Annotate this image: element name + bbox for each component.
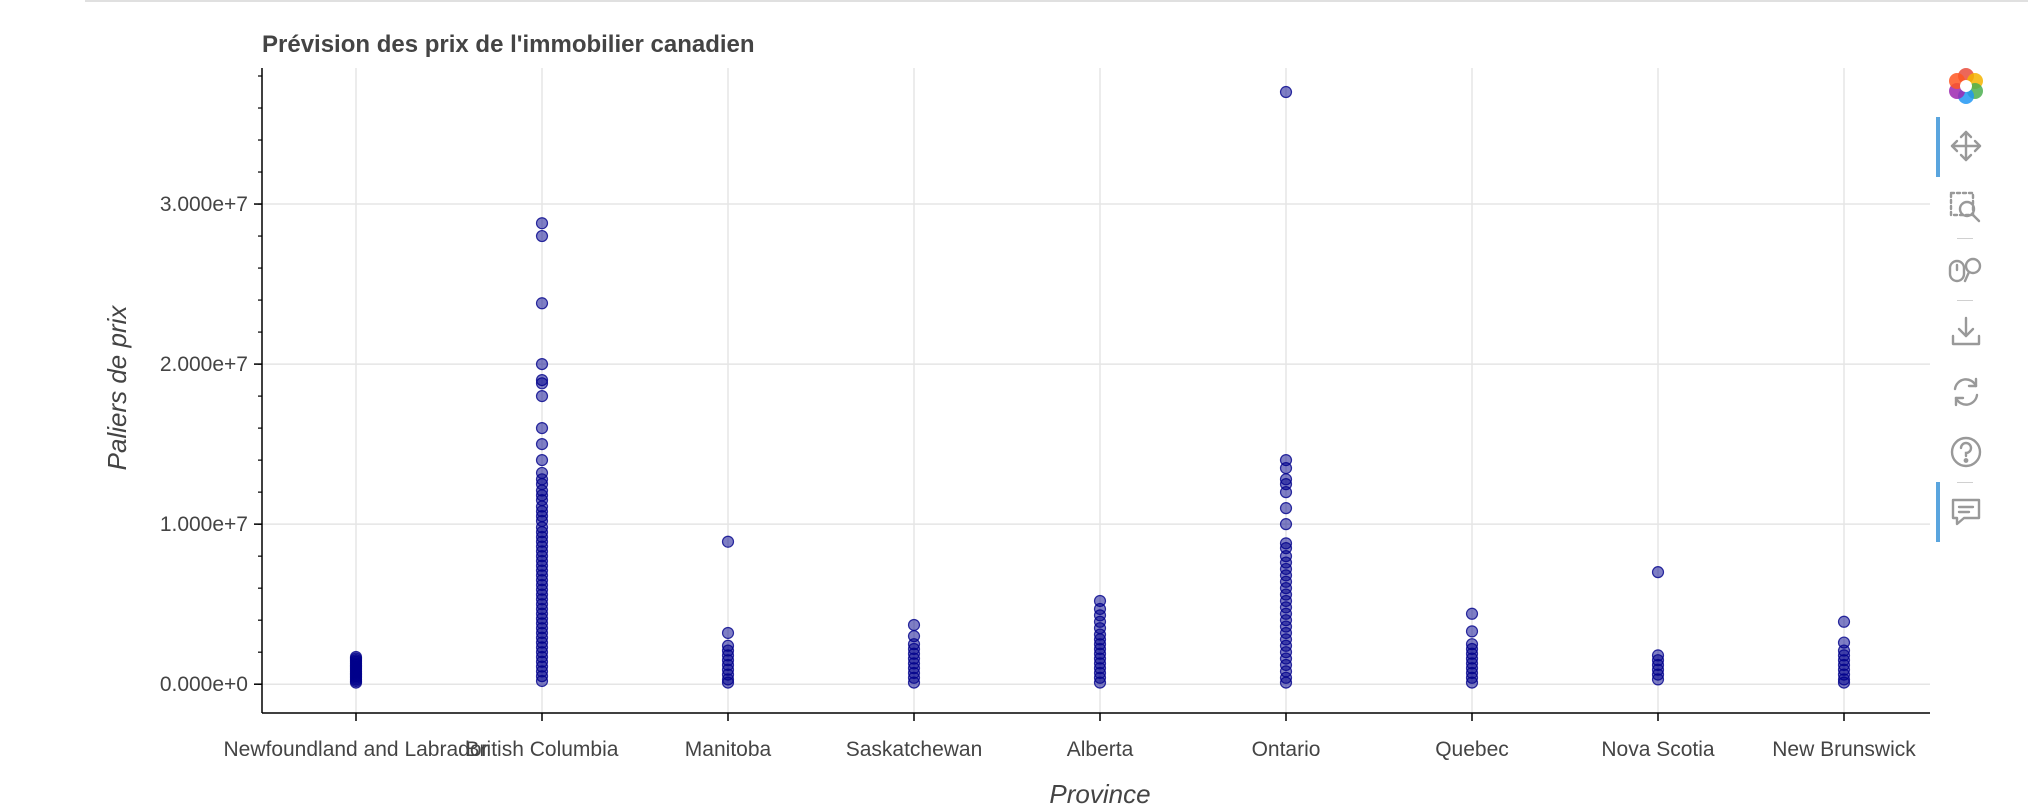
data-point: [1279, 462, 1293, 475]
chart-title: Prévision des prix de l'immobilier canad…: [262, 31, 755, 58]
top-rule: [85, 0, 2028, 2]
data-point: [535, 438, 549, 451]
data-point: [721, 535, 735, 548]
data-point: [1465, 607, 1479, 620]
pan-active-indicator: [1936, 117, 1940, 177]
data-point: [535, 357, 549, 371]
y-tick-label: 1.000e+7: [160, 513, 248, 536]
toolbar-separator: [1957, 482, 1973, 483]
bokeh-logo-icon[interactable]: [1946, 66, 1986, 106]
data-point: [1279, 486, 1293, 499]
data-point: [1279, 502, 1293, 515]
data-point: [535, 217, 549, 230]
data-point: [1279, 676, 1293, 689]
toolbar: [1936, 62, 1996, 562]
data-point: [349, 676, 363, 689]
data-point: [535, 454, 549, 467]
save-icon[interactable]: [1946, 312, 1986, 352]
data-point: [1837, 676, 1851, 689]
scatter-chart: Prévision des prix de l'immobilier canad…: [102, 31, 1930, 804]
data-point: [1651, 673, 1665, 686]
y-tick-label: 0.000e+0: [160, 673, 248, 696]
x-tick-label: Manitoba: [685, 738, 772, 761]
x-tick-label: British Columbia: [466, 738, 619, 761]
data-point: [721, 626, 735, 640]
data-point: [535, 390, 549, 403]
x-tick-label: Quebec: [1435, 738, 1509, 761]
hover-icon[interactable]: [1946, 492, 1986, 532]
data-point: [1465, 625, 1479, 638]
toolbar-separator: [1957, 300, 1973, 301]
data-point: [1279, 85, 1293, 99]
data-point: [907, 676, 921, 689]
help-icon[interactable]: [1946, 432, 1986, 472]
pan-icon[interactable]: [1946, 126, 1986, 166]
toolbar-separator: [1957, 238, 1973, 239]
box-zoom-icon[interactable]: [1946, 188, 1986, 228]
data-point: [535, 297, 549, 310]
hover-active-indicator: [1936, 482, 1940, 542]
data-point: [1093, 676, 1107, 689]
data-point: [535, 229, 549, 243]
data-point: [907, 618, 921, 632]
data-point: [535, 377, 549, 390]
x-axis-label: Province: [1049, 779, 1150, 804]
y-tick-label: 2.000e+7: [160, 353, 248, 376]
y-tick-label: 3.000e+7: [160, 193, 248, 216]
data-point: [535, 674, 549, 688]
data-point: [1465, 676, 1479, 689]
reset-icon[interactable]: [1946, 372, 1986, 412]
data-points: [349, 85, 1851, 689]
data-point: [535, 422, 549, 435]
data-point: [1837, 615, 1851, 628]
x-tick-label: New Brunswick: [1772, 738, 1916, 761]
x-tick-label: Nova Scotia: [1601, 738, 1715, 761]
axes: 0.000e+0 1.000e+7 2.000e+7 3.000e+7 Newfound…: [160, 68, 1930, 761]
x-tick-label: Alberta: [1067, 738, 1134, 761]
data-point: [1651, 566, 1665, 579]
wheel-zoom-icon[interactable]: [1946, 250, 1986, 290]
x-tick-label: Ontario: [1252, 738, 1321, 761]
x-tick-label: Newfoundland and Labrador: [223, 738, 488, 761]
x-tick-label: Saskatchewan: [846, 738, 983, 761]
data-point: [721, 676, 735, 689]
y-axis-label: Paliers de prix: [102, 305, 132, 471]
data-point: [1279, 518, 1293, 531]
